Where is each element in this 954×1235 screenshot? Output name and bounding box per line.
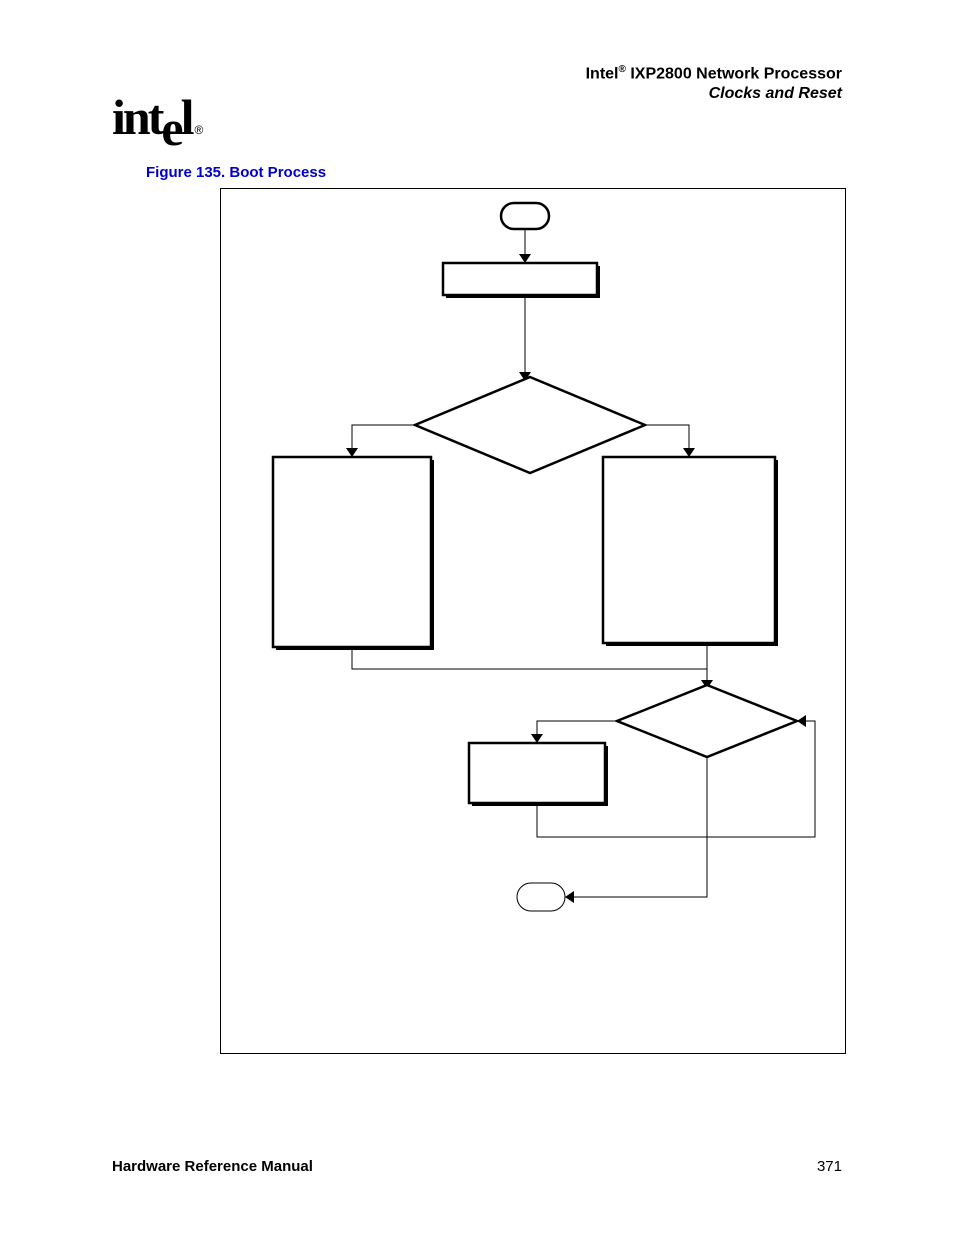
intel-logo: intel® xyxy=(112,88,203,146)
header-section: Clocks and Reset xyxy=(586,85,842,103)
figure-caption: Figure 135. Boot Process xyxy=(146,164,326,181)
header-product: IXP2800 Network Processor xyxy=(630,65,842,82)
flowchart-frame xyxy=(220,188,846,1054)
footer-title: Hardware Reference Manual xyxy=(112,1158,313,1175)
header-product-line: Intel® IXP2800 Network Processor xyxy=(586,64,842,83)
footer-page-number: 371 xyxy=(817,1158,842,1175)
header-brand: Intel xyxy=(586,65,619,82)
page-header: Intel® IXP2800 Network Processor Clocks … xyxy=(586,64,842,103)
logo-text: intel xyxy=(112,89,191,145)
page: Intel® IXP2800 Network Processor Clocks … xyxy=(0,0,954,1235)
flowchart-svg xyxy=(221,189,847,1055)
header-registered: ® xyxy=(619,64,626,75)
figure-caption-text: Figure 135. Boot Process xyxy=(146,164,326,181)
logo-trademark: ® xyxy=(194,123,203,137)
